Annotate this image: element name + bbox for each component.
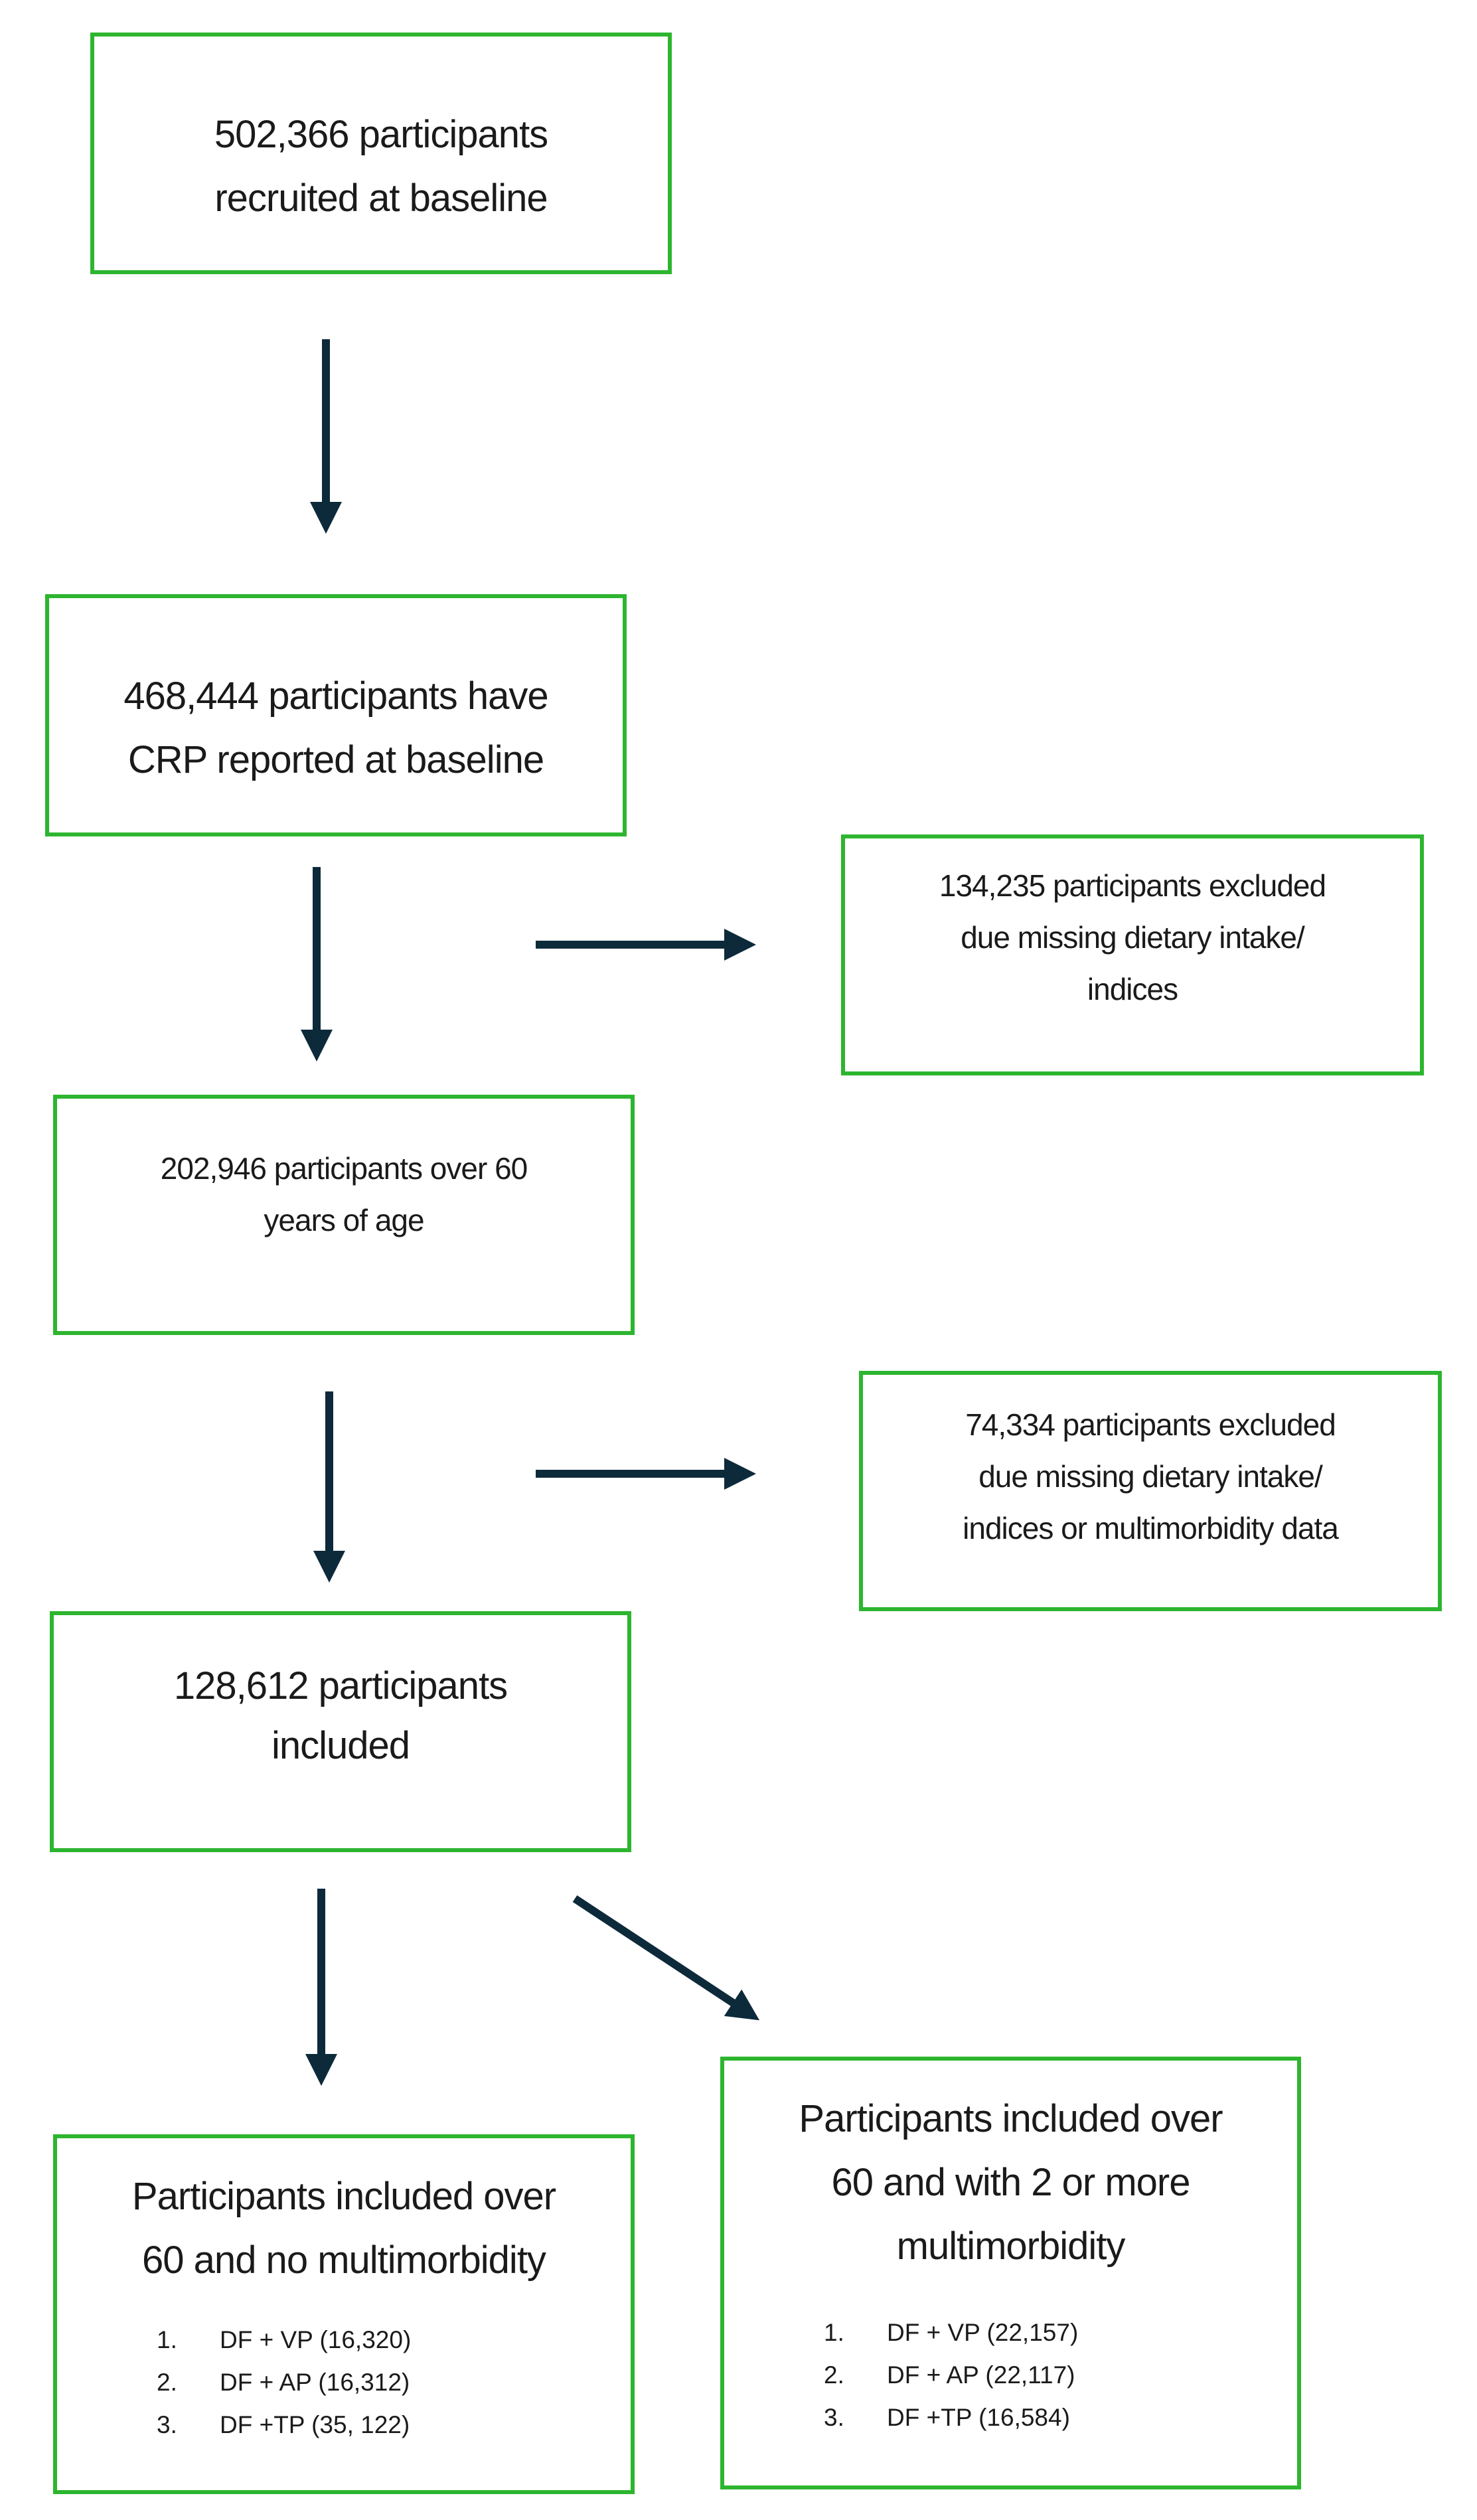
box-title: Participants included over bbox=[799, 2097, 1223, 2140]
list-item: 3. DF +TP (35, 122) bbox=[157, 2411, 410, 2438]
box-excluded-2: 74,334 participants excluded due missing… bbox=[859, 1371, 1442, 1611]
box-title: multimorbidity bbox=[896, 2225, 1126, 2268]
box-text: indices bbox=[1087, 972, 1178, 1006]
box-text: included bbox=[271, 1724, 410, 1767]
box-text: years of age bbox=[264, 1203, 424, 1237]
box-text: due missing dietary intake/ bbox=[978, 1459, 1323, 1494]
box-text: due missing dietary intake/ bbox=[961, 920, 1305, 955]
box-recruited: 502,366 participants recruited at baseli… bbox=[90, 33, 672, 274]
arrow-diagonal bbox=[572, 1895, 760, 2021]
box-text: indices or multimorbidity data bbox=[963, 1511, 1339, 1545]
list-item: 1. DF + VP (22,157) bbox=[824, 2319, 1079, 2346]
box-text: 128,612 participants bbox=[173, 1664, 508, 1707]
box-text: 468,444 participants have bbox=[123, 674, 548, 718]
box-included: 128,612 participants included bbox=[50, 1611, 631, 1852]
group-list: 1. DF + VP (22,157) 2. DF + AP (22,117) 3.… bbox=[824, 2312, 1297, 2439]
list-item: 2. DF + AP (16,312) bbox=[157, 2369, 410, 2396]
list-item: 2. DF + AP (22,117) bbox=[824, 2361, 1075, 2389]
box-text: 202,946 participants over 60 bbox=[160, 1151, 528, 1186]
box-text: CRP reported at baseline bbox=[127, 738, 544, 781]
box-title: Participants included over bbox=[131, 2175, 556, 2218]
box-text: 134,235 participants excluded bbox=[939, 868, 1326, 903]
box-over-60: 202,946 participants over 60 years of ag… bbox=[53, 1095, 635, 1335]
box-multimorbidity: Participants included over 60 and with 2… bbox=[720, 2057, 1301, 2489]
list-item: 1. DF + VP (16,320) bbox=[157, 2326, 412, 2353]
box-text: recruited at baseline bbox=[214, 177, 548, 220]
box-excluded-1: 134,235 participants excluded due missin… bbox=[841, 834, 1424, 1075]
box-title: 60 and no multimorbidity bbox=[142, 2239, 546, 2282]
group-list: 1. DF + VP (16,320) 2. DF + AP (16,312) 3.… bbox=[157, 2319, 631, 2446]
list-item: 3. DF +TP (16,584) bbox=[824, 2404, 1070, 2431]
box-text: 502,366 participants bbox=[214, 113, 548, 156]
box-crp: 468,444 participants have CRP reported a… bbox=[45, 594, 627, 836]
box-title: 60 and with 2 or more bbox=[831, 2161, 1191, 2204]
box-no-multimorbidity: Participants included over 60 and no mul… bbox=[53, 2134, 635, 2494]
box-text: 74,334 participants excluded bbox=[965, 1407, 1336, 1442]
